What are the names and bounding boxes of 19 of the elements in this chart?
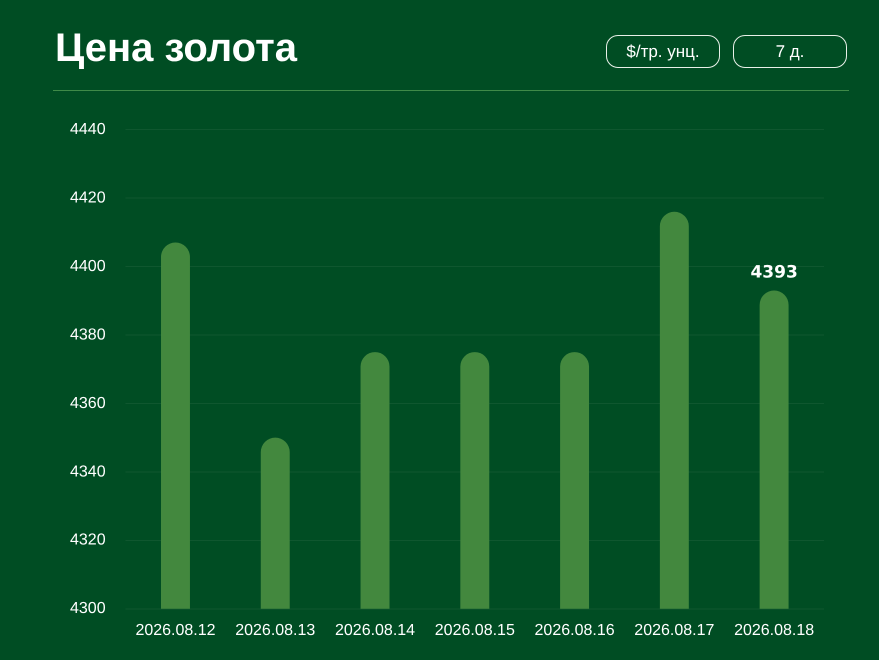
y-tick-label: 4440	[70, 121, 106, 138]
chart-title: Цена золота	[55, 26, 297, 71]
x-tick-label: 2026.08.14	[334, 622, 416, 639]
y-tick-label: 4300	[70, 600, 106, 618]
text: 7 д.	[733, 35, 847, 68]
x-tick-label: 2026.08.15	[434, 622, 515, 639]
x-tick-label: 2026.08.16	[534, 622, 615, 639]
data-label: 4393	[750, 262, 798, 282]
y-tick-label: 4420	[70, 189, 106, 206]
y-tick-label: 4340	[70, 463, 106, 480]
y-tick-label: 4380	[70, 326, 106, 344]
x-tick-label: 2026.08.13	[235, 622, 316, 639]
y-tick-label: 4360	[70, 394, 106, 412]
y-tick-label: 4400	[70, 258, 106, 275]
y-tick-label: 4320	[70, 532, 106, 549]
text: $/тр. унц.	[606, 35, 720, 68]
x-tick-label: 2026.08.18	[734, 622, 814, 639]
x-tick-label: 2026.08.17	[634, 622, 714, 639]
x-tick-label: 2026.08.12	[135, 622, 216, 639]
